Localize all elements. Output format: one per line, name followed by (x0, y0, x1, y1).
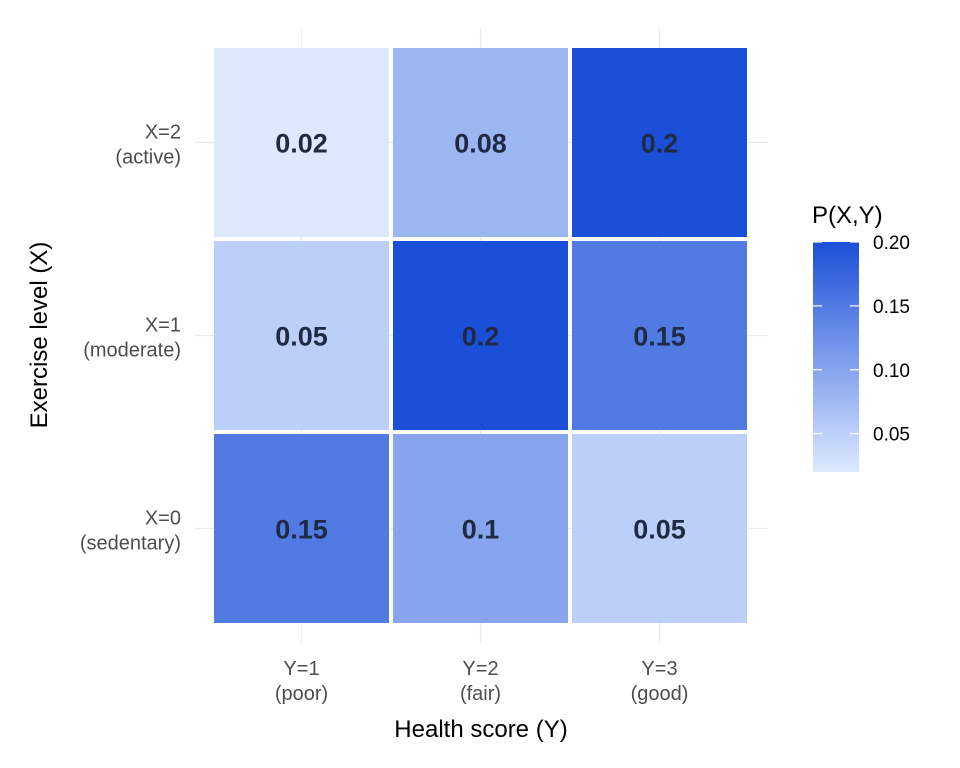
cell-value-label: 0.05 (633, 515, 686, 545)
y-tick-label: X=1 (moderate) (83, 315, 181, 362)
y-axis-title: Exercise level (X) (26, 242, 53, 429)
cell-value-label: 0.02 (275, 129, 328, 159)
heatmap-cell (393, 48, 568, 237)
x-axis-ticks: Y=1 (poor) Y=2 (fair) Y=3 (good) (275, 658, 689, 705)
heatmap-cell (572, 241, 747, 430)
cell-value-label: 0.08 (454, 129, 507, 159)
y-tick-label: X=2 (active) (115, 122, 181, 169)
legend-tick-label: 0.05 (873, 425, 910, 446)
heatmap-cell (214, 48, 389, 237)
y-axis-ticks: X=0 (sedentary) X=1 (moderate) X=2 (active) (80, 122, 181, 555)
heatmap-cell (214, 434, 389, 623)
legend-ticks: 0.05 0.10 0.15 0.20 (813, 233, 910, 446)
heatmap-cell (572, 48, 747, 237)
legend-tick-label: 0.15 (873, 297, 910, 318)
legend-color-bar (813, 242, 859, 472)
heatmap-cells (214, 48, 747, 623)
legend-tick-label: 0.10 (873, 361, 910, 382)
heatmap-cell (393, 434, 568, 623)
color-legend: P(X,Y) 0.05 0.10 0.15 0.20 (812, 202, 910, 472)
cell-value-label: 0.2 (462, 322, 500, 352)
x-axis-title: Health score (Y) (394, 716, 567, 743)
cell-value-label: 0.05 (275, 322, 328, 352)
cell-value-labels: 0.15 0.1 0.05 0.05 0.2 0.15 0.02 0.08 0.2 (275, 129, 686, 545)
cell-value-label: 0.1 (462, 515, 500, 545)
x-tick-label: Y=1 (poor) (275, 658, 328, 705)
heatmap-cell (214, 241, 389, 430)
y-tick-label: X=0 (sedentary) (80, 508, 181, 555)
legend-title: P(X,Y) (812, 202, 883, 229)
cell-value-label: 0.15 (275, 515, 328, 545)
cell-value-label: 0.15 (633, 322, 686, 352)
x-tick-label: Y=3 (good) (631, 658, 689, 705)
heatmap-cell (393, 241, 568, 430)
legend-tick-label: 0.20 (873, 233, 910, 254)
x-tick-label: Y=2 (fair) (460, 658, 501, 705)
cell-value-label: 0.2 (641, 129, 679, 159)
heatmap-cell (572, 434, 747, 623)
